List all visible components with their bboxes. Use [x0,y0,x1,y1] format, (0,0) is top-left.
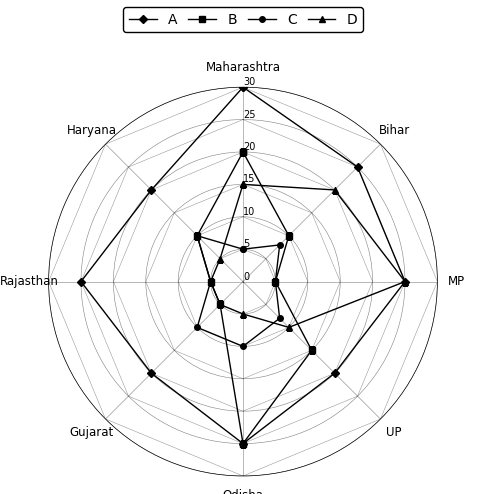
Legend: A, B, C, D: A, B, C, D [123,7,363,32]
